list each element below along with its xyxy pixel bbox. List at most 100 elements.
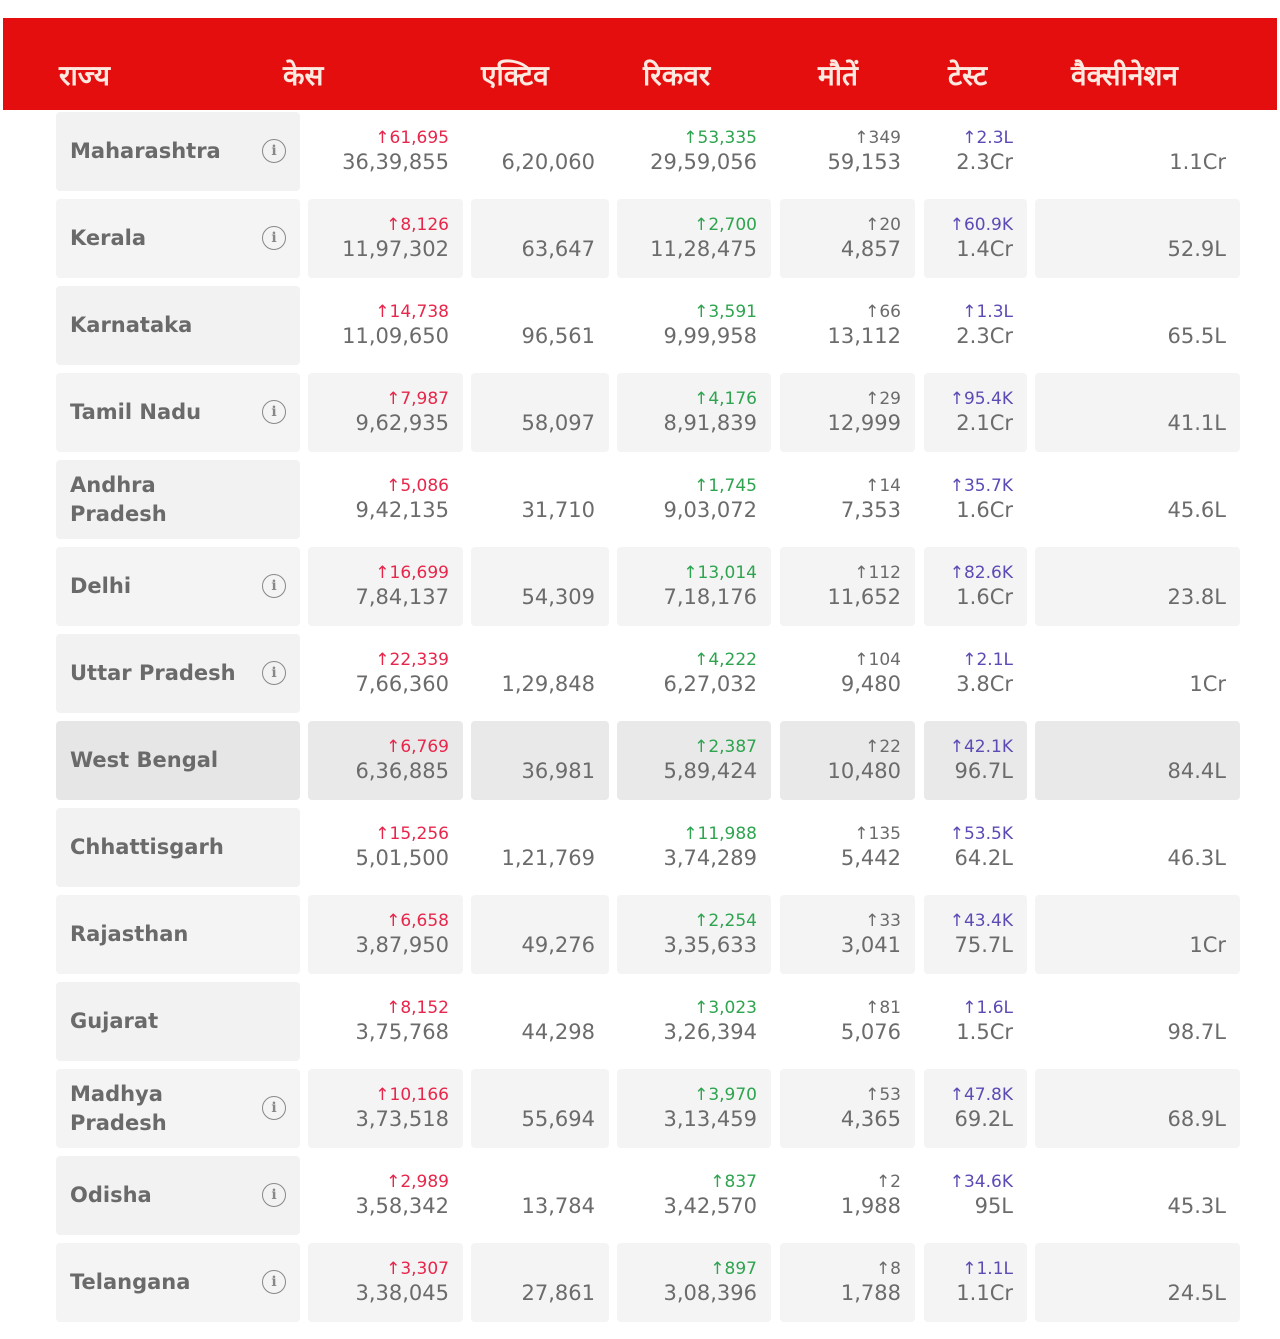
header-vaccination[interactable]: वैक्सीनेशन [1071,59,1178,92]
header-cases[interactable]: केस [283,59,324,92]
info-icon[interactable]: i [262,574,286,598]
state-name-cell[interactable]: Maharashtra i [56,112,300,191]
active-cell: 63,647 [471,199,609,278]
cases-value: 3,58,342 [355,1194,449,1218]
state-name-cell[interactable]: Karnataka [56,286,300,365]
recovered-cell: ↑11,988 3,74,289 [617,808,771,887]
table-row[interactable]: Karnataka ↑14,738 11,09,650 96,561 ↑3,591 9,9… [0,286,1280,373]
table-row[interactable]: Maharashtra i ↑61,695 36,39,855 6,20,060 ↑53,… [0,112,1280,199]
vaccination-cell: 1Cr [1035,895,1240,974]
cases-cell: ↑10,166 3,73,518 [308,1069,463,1148]
state-name-cell[interactable]: Odisha i [56,1156,300,1235]
table-row[interactable]: Gujarat ↑8,152 3,75,768 44,298 ↑3,023 3,26,39… [0,982,1280,1069]
recovered_delta: ↑4,176 [694,389,757,409]
deaths_delta: ↑112 [854,563,901,583]
state-table-body: Maharashtra i ↑61,695 36,39,855 6,20,060 ↑53,… [0,112,1280,1330]
cases-value: 3,73,518 [355,1107,449,1131]
table-row[interactable]: Odisha i ↑2,989 3,58,342 13,784 ↑837 3,42,570 ↑… [0,1156,1280,1243]
table-row[interactable]: Madhya Pradesh i ↑10,166 3,73,518 55,694 ↑3,9… [0,1069,1280,1156]
state-name[interactable]: Tamil Nadu [70,400,202,424]
table-row[interactable]: Kerala i ↑8,126 11,97,302 63,647 ↑2,700 11,28,… [0,199,1280,286]
deaths-cell: ↑20 4,857 [780,199,915,278]
recovered-value: 9,99,958 [663,324,757,348]
state-name-cell[interactable]: Uttar Pradesh i [56,634,300,713]
state-name[interactable]: Rajasthan [70,922,189,946]
tests_delta: ↑42.1K [949,737,1013,757]
info-icon[interactable]: i [262,661,286,685]
vaccination-value: 1.1Cr [1169,150,1226,174]
tests_delta: ↑34.6K [949,1172,1013,1192]
state-name[interactable]: Chhattisgarh [70,835,224,859]
table-row[interactable]: West Bengal ↑6,769 6,36,885 36,981 ↑2,387 5,8… [0,721,1280,808]
table-header: राज्य केस एक्टिव रिकवर मौतें टेस्ट वैक्स… [3,18,1277,110]
deaths_delta: ↑104 [854,650,901,670]
deaths_delta: ↑14 [865,476,901,496]
info-icon[interactable]: i [262,226,286,250]
info-icon[interactable]: i [262,1183,286,1207]
recovered-value: 3,08,396 [663,1281,757,1305]
recovered_delta: ↑4,222 [694,650,757,670]
deaths-cell: ↑14 7,353 [780,460,915,539]
vaccination-cell: 98.7L [1035,982,1240,1061]
state-name-cell[interactable]: Gujarat [56,982,300,1061]
header-tests[interactable]: टेस्ट [948,59,988,92]
tests_delta: ↑2.3L [962,128,1013,148]
state-name-cell[interactable]: Chhattisgarh [56,808,300,887]
vaccination-value: 23.8L [1167,585,1226,609]
state-name-cell[interactable]: Delhi i [56,547,300,626]
recovered-cell: ↑4,222 6,27,032 [617,634,771,713]
tests-value: 75.7L [954,933,1013,957]
state-name[interactable]: Gujarat [70,1009,159,1033]
state-name-cell[interactable]: West Bengal [56,721,300,800]
tests_delta: ↑82.6K [949,563,1013,583]
tests-value: 64.2L [954,846,1013,870]
state-name[interactable]: Andhra Pradesh [70,472,167,526]
recovered_delta: ↑13,014 [683,563,757,583]
table-row[interactable]: Andhra Pradesh ↑5,086 9,42,135 31,710 ↑1,745… [0,460,1280,547]
state-name-cell[interactable]: Madhya Pradesh i [56,1069,300,1148]
recovered_delta: ↑837 [710,1172,757,1192]
deaths-cell: ↑22 10,480 [780,721,915,800]
state-name[interactable]: Delhi [70,574,132,598]
vaccination-value: 98.7L [1167,1020,1226,1044]
state-name[interactable]: Odisha [70,1183,152,1207]
active-value: 27,861 [521,1281,595,1305]
state-name-cell[interactable]: Telangana i [56,1243,300,1322]
info-icon[interactable]: i [262,1270,286,1294]
recovered-cell: ↑2,254 3,35,633 [617,895,771,974]
vaccination-cell: 24.5L [1035,1243,1240,1322]
state-name[interactable]: Telangana [70,1270,191,1294]
table-row[interactable]: Delhi i ↑16,699 7,84,137 54,309 ↑13,014 7,18,1… [0,547,1280,634]
header-recovered[interactable]: रिकवर [643,59,711,92]
info-icon[interactable]: i [262,139,286,163]
recovered-value: 9,03,072 [663,498,757,522]
info-icon[interactable]: i [262,1096,286,1120]
tests_delta: ↑1.6L [962,998,1013,1018]
state-name-cell[interactable]: Kerala i [56,199,300,278]
cases-cell: ↑7,987 9,62,935 [308,373,463,452]
active-value: 49,276 [521,933,595,957]
table-row[interactable]: Tamil Nadu i ↑7,987 9,62,935 58,097 ↑4,176 8,9… [0,373,1280,460]
cases-cell: ↑3,307 3,38,045 [308,1243,463,1322]
header-state[interactable]: राज्य [59,59,110,92]
table-row[interactable]: Chhattisgarh ↑15,256 5,01,500 1,21,769 ↑11,9… [0,808,1280,895]
state-name[interactable]: Madhya Pradesh [70,1081,167,1135]
state-name-cell[interactable]: Andhra Pradesh [56,460,300,539]
state-name[interactable]: West Bengal [70,748,219,772]
info-icon[interactable]: i [262,400,286,424]
header-deaths[interactable]: मौतें [818,59,858,92]
state-name[interactable]: Uttar Pradesh [70,661,236,685]
deaths-value: 5,076 [840,1020,901,1044]
deaths-value: 4,365 [840,1107,901,1131]
table-row[interactable]: Rajasthan ↑6,658 3,87,950 49,276 ↑2,254 3,35,… [0,895,1280,982]
vaccination-cell: 45.3L [1035,1156,1240,1235]
table-row[interactable]: Uttar Pradesh i ↑22,339 7,66,360 1,29,848 ↑4,… [0,634,1280,721]
table-row[interactable]: Telangana i ↑3,307 3,38,045 27,861 ↑897 3,08,3… [0,1243,1280,1330]
state-name-cell[interactable]: Rajasthan [56,895,300,974]
state-name[interactable]: Kerala [70,226,147,250]
header-active[interactable]: एक्टिव [481,59,549,92]
state-name[interactable]: Karnataka [70,313,193,337]
state-name-cell[interactable]: Tamil Nadu i [56,373,300,452]
state-name[interactable]: Maharashtra [70,139,221,163]
cases-value: 9,62,935 [355,411,449,435]
